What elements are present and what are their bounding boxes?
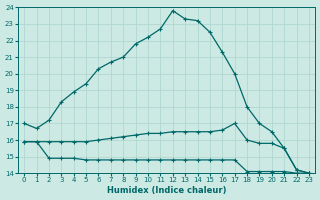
X-axis label: Humidex (Indice chaleur): Humidex (Indice chaleur) bbox=[107, 186, 226, 195]
